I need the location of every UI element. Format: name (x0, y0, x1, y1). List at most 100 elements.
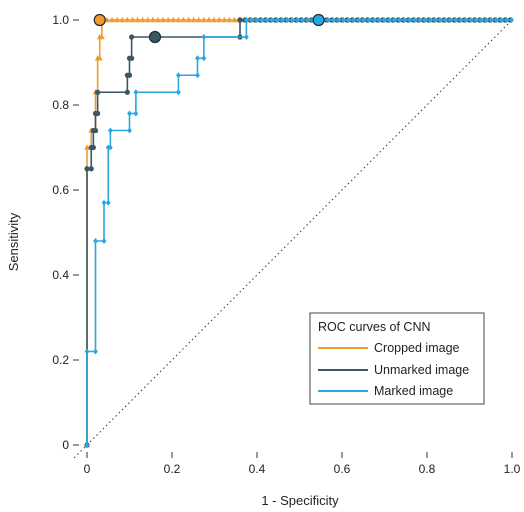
point-marked (422, 17, 428, 23)
point-cropped (221, 16, 228, 23)
point-marked (504, 17, 509, 23)
point-cropped (150, 16, 156, 23)
point-marked (201, 34, 207, 40)
point-cropped (226, 16, 233, 23)
point-marked (473, 17, 479, 23)
point-marked (371, 17, 377, 23)
point-unmarked (90, 144, 96, 151)
point-marked (447, 17, 453, 23)
point-marked (351, 17, 356, 23)
point-marked (325, 17, 331, 23)
point-marked (195, 55, 200, 62)
point-marked (93, 348, 98, 355)
point-marked (289, 17, 295, 23)
point-unmarked (129, 34, 135, 40)
point-marked (417, 17, 423, 23)
y-tick-label: 0 (62, 438, 69, 452)
point-cropped (170, 16, 177, 23)
point-marked (101, 199, 107, 206)
point-marked (498, 17, 504, 23)
point-marked (201, 55, 207, 62)
point-marked (335, 17, 341, 23)
point-marked (386, 17, 392, 23)
point-marked (478, 17, 484, 23)
x-axis-title: 1 - Specificity (261, 493, 339, 508)
point-marked (284, 17, 290, 23)
point-marked (407, 17, 412, 23)
point-marked (396, 17, 402, 23)
point-marked (442, 17, 448, 23)
point-marked (127, 127, 132, 134)
point-marked (437, 17, 443, 23)
point-marked (488, 17, 494, 23)
point-cropped (84, 144, 90, 150)
point-marked (249, 17, 254, 23)
point-marked (356, 17, 361, 23)
point-cropped (129, 16, 136, 23)
point-marked (381, 17, 387, 23)
point-marked (305, 17, 310, 23)
y-tick-label: 0.8 (52, 98, 69, 112)
y-tick-label: 1.0 (52, 13, 69, 27)
y-tick-label: 0.2 (52, 353, 69, 367)
point-marked (345, 17, 351, 23)
point-marked (133, 89, 139, 96)
point-cropped (195, 16, 202, 23)
point-cropped (109, 16, 115, 23)
point-cropped (216, 16, 222, 23)
y-tick-label: 0.4 (52, 268, 69, 282)
point-marked (93, 238, 98, 244)
point-cropped (160, 16, 166, 23)
point-cropped (231, 16, 238, 23)
point-marked (269, 17, 275, 23)
point-unmarked (95, 89, 101, 95)
point-cropped (165, 16, 171, 23)
point-unmarked (124, 89, 130, 95)
point-marked (254, 17, 259, 23)
point-cropped (96, 55, 103, 61)
point-cropped (190, 16, 197, 23)
point-marked (412, 17, 418, 23)
point-cropped (134, 16, 141, 23)
point-marked (483, 17, 489, 23)
x-tick-label: 0.2 (164, 462, 181, 476)
point-marked (175, 89, 181, 96)
point-marked (427, 17, 433, 23)
point-marked (402, 17, 407, 23)
point-cropped (124, 16, 131, 23)
point-marked (463, 17, 469, 23)
x-tick-label: 0 (84, 462, 91, 476)
point-cropped (206, 16, 212, 23)
point-cropped (185, 16, 192, 23)
x-tick-label: 0.8 (419, 462, 436, 476)
point-marked (259, 17, 265, 23)
point-cropped (180, 16, 187, 23)
point-marked (391, 17, 397, 23)
point-cropped (175, 16, 182, 23)
operating-point-cropped (93, 13, 106, 27)
legend-label-cropped: Cropped image (374, 341, 460, 355)
y-tick-label: 0.6 (52, 183, 69, 197)
point-marked (432, 17, 438, 23)
point-marked (300, 17, 305, 23)
point-cropped (211, 16, 217, 23)
point-marked (243, 34, 249, 40)
point-unmarked (84, 166, 90, 172)
series-marked (84, 13, 514, 448)
point-marked (279, 17, 285, 23)
point-marked (509, 17, 514, 23)
point-marked (107, 127, 113, 134)
point-marked (175, 72, 181, 79)
point-unmarked (92, 127, 99, 134)
point-marked (458, 17, 463, 23)
point-marked (101, 238, 107, 244)
point-marked (468, 17, 474, 23)
operating-point-unmarked (148, 30, 162, 44)
point-unmarked (237, 17, 243, 23)
point-marked (107, 144, 113, 151)
point-marked (294, 17, 300, 23)
point-cropped (114, 16, 120, 23)
point-marked (105, 199, 111, 206)
point-unmarked (88, 166, 94, 172)
